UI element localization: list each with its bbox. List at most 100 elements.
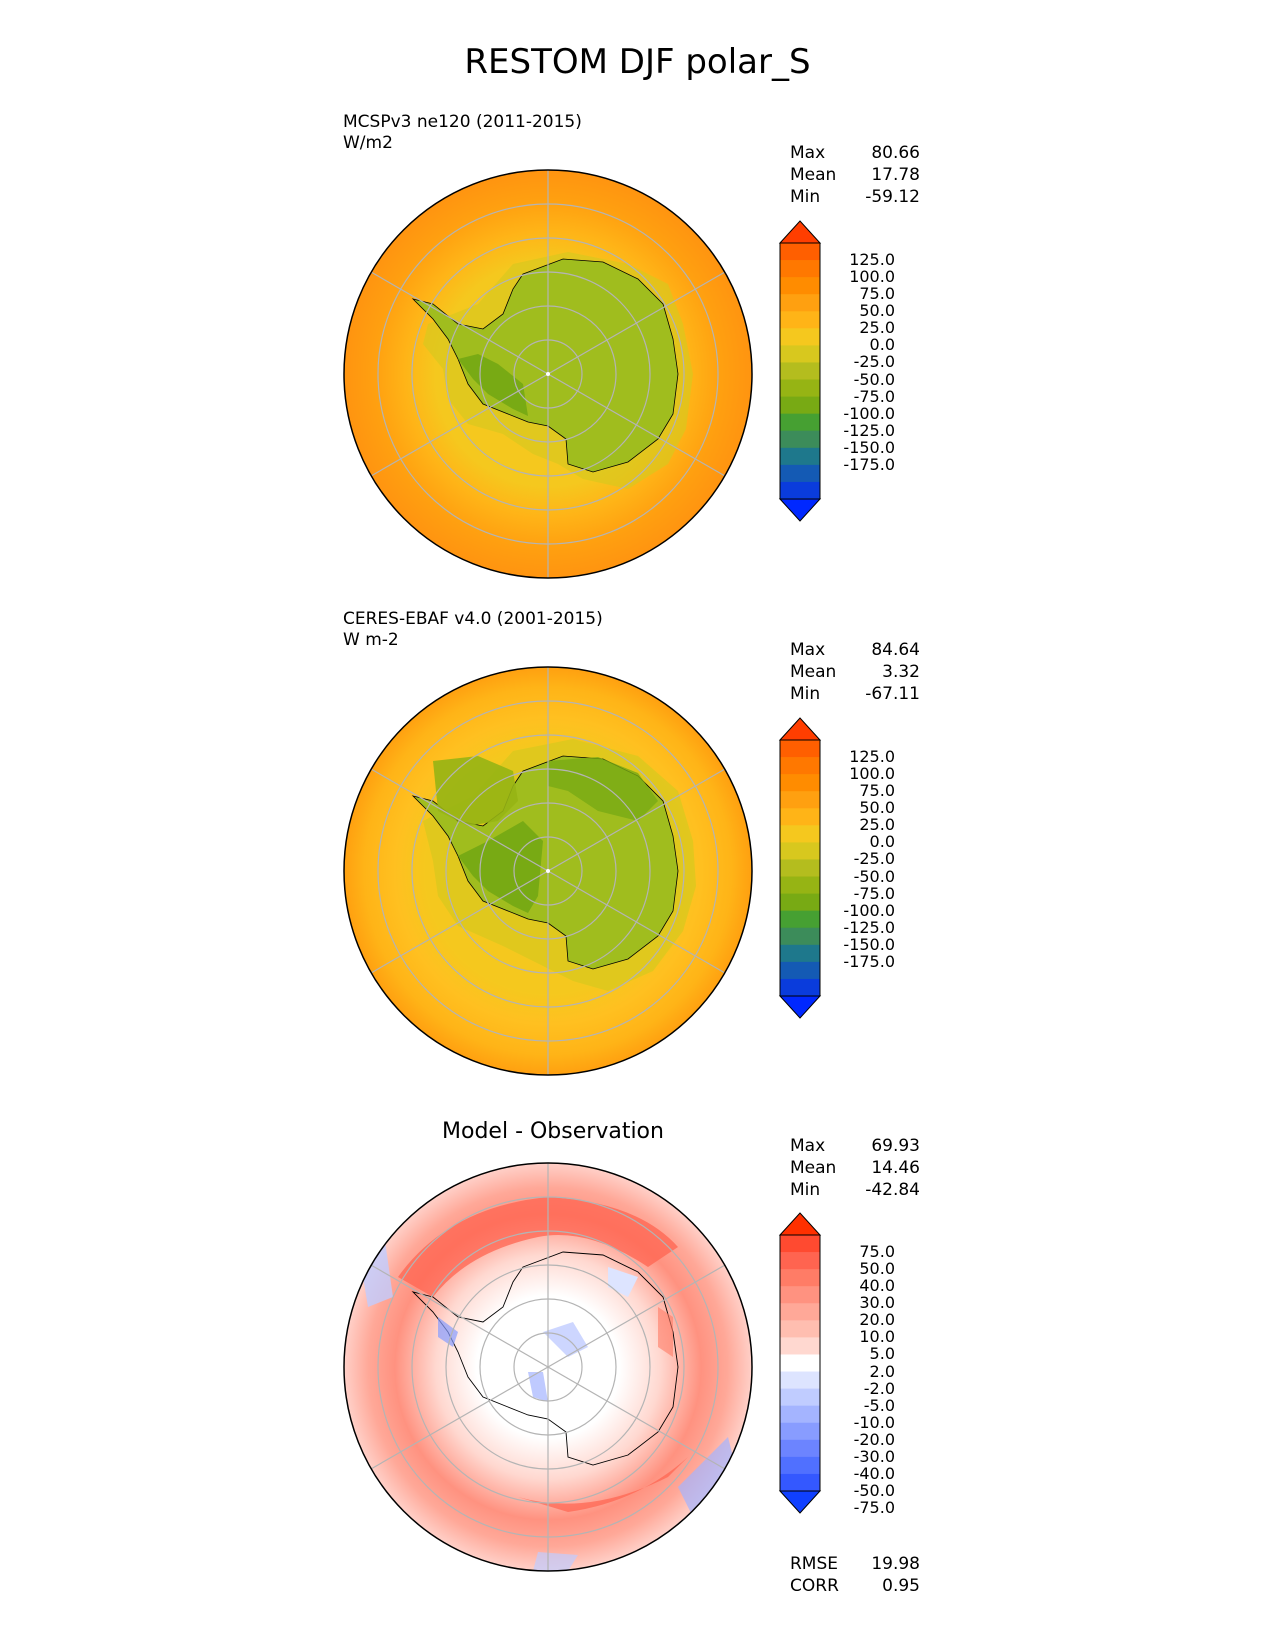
negative-bias-southeast xyxy=(678,1437,738,1527)
difference-colorbar-segment xyxy=(780,1286,820,1304)
difference-colorbar-segment xyxy=(780,1371,820,1390)
obs-colorbar-tick-label: 125.0 xyxy=(849,747,895,767)
map-boundary xyxy=(343,666,753,1076)
negative-bias-peninsula xyxy=(438,1317,458,1347)
graticule xyxy=(370,1163,726,1571)
obs-colorbar-segment xyxy=(780,774,820,792)
model-colorbar-segment xyxy=(780,379,820,398)
model-colorbar-segment xyxy=(780,277,820,295)
obs-caption: CERES-EBAF v4.0 (2001-2015) W m-2 xyxy=(343,609,603,651)
mean-label: Mean xyxy=(790,662,837,682)
negative-bias-east xyxy=(608,1267,638,1297)
model-colorbar-tick-label: -50.0 xyxy=(853,369,895,389)
rmse-label: RMSE xyxy=(790,1554,839,1574)
obs-colorbar-tick-label: 25.0 xyxy=(859,815,895,835)
obs-colorbar-tick-label: -100.0 xyxy=(843,900,895,920)
difference-colorbar-segment xyxy=(780,1235,820,1253)
difference-colorbar-segment xyxy=(780,1303,820,1321)
model-polar-map xyxy=(343,169,753,579)
model-colorbar-tick-label: 75.0 xyxy=(859,284,895,304)
difference-colorbar-segment xyxy=(780,1354,820,1373)
positive-bias-south xyxy=(518,1457,688,1512)
difference-colorbar-segment xyxy=(780,1422,820,1441)
model-colorbar-segment xyxy=(780,294,820,312)
difference-colorbar-tick-label: 5.0 xyxy=(869,1344,895,1364)
model-units: W/m2 xyxy=(343,133,393,153)
obs-units: W m-2 xyxy=(343,630,399,650)
negative-bias-ross xyxy=(528,1372,548,1402)
model-colorbar-tick-label: 0.0 xyxy=(869,335,895,355)
model-colorbar-tick-label: -100.0 xyxy=(843,403,895,423)
obs-name: CERES-EBAF v4.0 (2001-2015) xyxy=(343,609,603,629)
max-label: Max xyxy=(790,640,826,660)
model-colorbar-tick-label: 50.0 xyxy=(859,301,895,321)
obs-colorbar-tick-label: -75.0 xyxy=(853,883,895,903)
model-colorbar-tick-label: -175.0 xyxy=(843,454,895,474)
min-value: -42.84 xyxy=(865,1180,920,1200)
difference-colorbar-segment xyxy=(780,1269,820,1287)
model-colorbar-segment xyxy=(780,481,820,500)
obs-colorbar-tick-label: 0.0 xyxy=(869,832,895,852)
model-colorbar-tick-label: -75.0 xyxy=(853,386,895,406)
diff-stats: Max 69.93 Mean 14.46 Min -42.84 xyxy=(790,1135,920,1201)
negative-bias-south-edge xyxy=(533,1552,578,1571)
obs-colorbar-segment xyxy=(780,978,820,997)
obs-colorbar-tick-label: -25.0 xyxy=(853,849,895,869)
mean-value: 3.32 xyxy=(882,662,920,682)
obs-colorbar-tick-label: 100.0 xyxy=(849,764,895,784)
difference-colorbar-tick-label: 30.0 xyxy=(859,1293,895,1313)
model-colorbar-segment xyxy=(780,413,820,432)
difference-colorbar-segment xyxy=(780,1473,820,1492)
model-caption: MCSPv3 ne120 (2011-2015) W/m2 xyxy=(343,112,582,154)
difference-colorbar-tick-label: -50.0 xyxy=(853,1481,895,1500)
model-colorbar-segment xyxy=(780,243,820,261)
max-value: 84.64 xyxy=(871,640,920,660)
model-colorbar-tick-label: 125.0 xyxy=(849,250,895,270)
difference-colorbar-segment xyxy=(780,1320,820,1338)
corr-value: 0.95 xyxy=(882,1576,920,1596)
difference-colorbar-tick-label: 50.0 xyxy=(859,1259,895,1279)
difference-colorbar-segment xyxy=(780,1456,820,1475)
obs-colorbar-tick-label: -50.0 xyxy=(853,866,895,886)
model-colorbar-segment xyxy=(780,447,820,466)
difference-colorbar-tick-label: -20.0 xyxy=(853,1429,895,1449)
obs-colorbar-tick-label: -125.0 xyxy=(843,917,895,937)
mean-label: Mean xyxy=(790,1158,837,1178)
model-colorbar-segment xyxy=(780,362,820,381)
obs-colorbar-segment xyxy=(780,927,820,946)
model-colorbar-tick-label: 25.0 xyxy=(859,318,895,338)
model-colorbar-top-extension xyxy=(778,220,822,244)
min-value: -67.11 xyxy=(865,684,920,704)
model-stats: Max 80.66 Mean 17.78 Min -59.12 xyxy=(790,142,920,208)
max-label: Max xyxy=(790,1136,826,1156)
obs-colorbar-segment xyxy=(780,791,820,809)
difference-colorbar-tick-label: -30.0 xyxy=(853,1446,895,1466)
west-antarctica-low xyxy=(458,821,543,913)
difference-colorbar-tick-label: 75.0 xyxy=(859,1242,895,1262)
mean-value: 17.78 xyxy=(871,165,920,185)
difference-colorbar-top-extension xyxy=(778,1212,822,1236)
difference-colorbar-tick-label: 40.0 xyxy=(859,1276,895,1296)
model-colorbar-tick-label: 100.0 xyxy=(849,267,895,287)
obs-colorbar-tick-label: -175.0 xyxy=(843,951,895,971)
obs-stats: Max 84.64 Mean 3.32 Min -67.11 xyxy=(790,639,920,705)
figure-title: RESTOM DJF polar_S xyxy=(464,42,811,82)
map-boundary xyxy=(343,169,753,579)
obs-colorbar-segment xyxy=(780,808,820,826)
difference-colorbar-tick-label: -75.0 xyxy=(853,1498,895,1518)
obs-colorbar-segment xyxy=(780,859,820,878)
min-label: Min xyxy=(790,684,821,704)
min-label: Min xyxy=(790,187,821,207)
difference-colorbar-tick-label: 10.0 xyxy=(859,1327,895,1347)
obs-colorbar-segment xyxy=(780,740,820,758)
model-colorbar-segment xyxy=(780,345,820,363)
diff-scores: RMSE 19.98 CORR 0.95 xyxy=(790,1553,920,1597)
difference-colorbar-segment xyxy=(780,1388,820,1407)
obs-colorbar xyxy=(778,717,822,1019)
corr-label: CORR xyxy=(790,1576,839,1596)
obs-colorbar-segment xyxy=(780,876,820,895)
model-colorbar xyxy=(778,220,822,522)
rmse-value: 19.98 xyxy=(871,1554,920,1574)
model-colorbar-segment xyxy=(780,396,820,415)
difference-colorbar-tick-label: -10.0 xyxy=(853,1412,895,1432)
